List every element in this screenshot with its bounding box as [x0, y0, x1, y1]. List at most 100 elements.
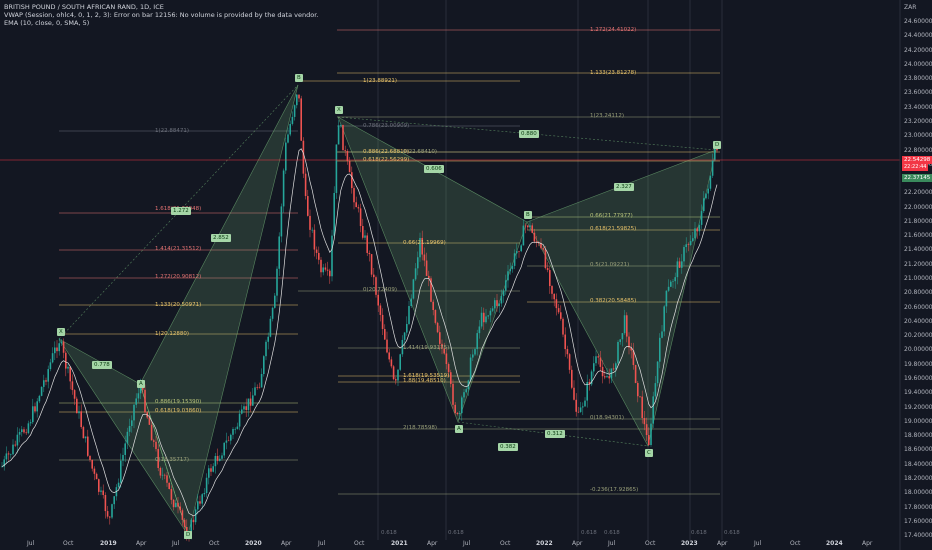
candle-body — [161, 474, 164, 476]
candle-body — [311, 229, 313, 231]
candle-body — [645, 424, 648, 435]
vwap-indicator-label[interactable]: VWAP (Session, ohlc4, 0, 1, 2, 3): Error… — [4, 11, 319, 19]
time-tick: Jul — [754, 540, 762, 547]
candle-body — [276, 268, 278, 296]
candle-body — [98, 479, 100, 492]
candle-body — [474, 349, 476, 355]
candle-body — [120, 460, 122, 483]
candle-body — [47, 369, 49, 382]
candle-body — [309, 215, 311, 230]
candle-body — [650, 423, 652, 446]
candle-body — [491, 308, 494, 311]
candle-body — [485, 316, 487, 323]
candle-body — [608, 376, 610, 379]
time-tick: 2021 — [391, 540, 408, 547]
candle-body — [439, 332, 441, 344]
candle-body — [104, 494, 107, 512]
cycle-verticals — [377, 0, 723, 540]
candle-body — [665, 290, 668, 307]
candle-body — [540, 243, 542, 249]
candle-body — [27, 423, 30, 434]
candle-body — [637, 382, 639, 397]
candle-body — [417, 257, 419, 269]
bottom-marker: 0.618 — [581, 530, 597, 536]
price-tick: 22.80000 — [904, 146, 932, 154]
time-tick: Oct — [209, 540, 220, 547]
candle-body — [302, 140, 305, 174]
candle-body — [58, 343, 60, 352]
candle-body — [683, 247, 685, 262]
candle-body — [351, 172, 353, 189]
candle-body — [621, 333, 624, 340]
candle-body — [269, 318, 272, 337]
candle-body — [436, 322, 439, 333]
candle-body — [241, 409, 243, 414]
candle-body — [711, 160, 714, 176]
candle-body — [89, 455, 91, 460]
candle-body — [428, 275, 430, 279]
candle-body — [315, 249, 318, 253]
fib-label-left: 0(18.35717) — [155, 457, 190, 463]
candle-body — [384, 329, 386, 340]
symbol-title[interactable]: BRITISH POUND / SOUTH AFRICAN RAND, 1D, … — [4, 3, 164, 11]
candle-body — [137, 393, 140, 399]
candle-body — [133, 404, 135, 421]
candle-body — [399, 354, 401, 370]
candle-body — [643, 418, 646, 425]
candle-body — [705, 193, 707, 199]
fib-label-right: 0.618(21.59825) — [590, 226, 637, 232]
candle-body — [293, 105, 296, 117]
candle-body — [566, 349, 569, 355]
candle-body — [377, 294, 379, 306]
time-tick: Apr — [572, 540, 583, 547]
time-tick: Oct — [500, 540, 511, 547]
candle-body — [652, 396, 654, 424]
candle-body — [238, 413, 241, 427]
candle-body — [544, 249, 547, 269]
ema-indicator-label[interactable]: EMA (10, close, 0, SMA, 5) — [4, 19, 90, 27]
candle-body — [597, 356, 599, 358]
candle-body — [560, 312, 562, 319]
candle-body — [304, 173, 307, 197]
candle-body — [423, 254, 426, 261]
candle-body — [271, 307, 274, 319]
candle-body — [674, 277, 676, 282]
candle-body — [159, 467, 162, 476]
candle-body — [43, 380, 45, 387]
candle-body — [342, 124, 344, 151]
time-tick: 2019 — [100, 540, 117, 547]
price-tick: 22.00000 — [904, 203, 932, 211]
candle-body — [414, 268, 417, 280]
candle-body — [109, 516, 111, 518]
candle-body — [172, 499, 175, 508]
candle-body — [157, 449, 159, 468]
candle-body — [247, 398, 250, 410]
candle-body — [100, 490, 102, 492]
price-tick: 19.40000 — [904, 389, 932, 397]
ema-polyline — [1, 148, 718, 517]
candle-body — [355, 202, 357, 208]
candle-body — [659, 337, 661, 362]
candle-body — [49, 362, 52, 370]
pattern-point-x: X — [57, 328, 65, 336]
candle-body — [175, 502, 177, 508]
candle-body — [307, 196, 309, 216]
fib-label-right: 1.133(23.81278) — [590, 70, 637, 76]
candle-body — [619, 339, 621, 342]
fib-label-right: 0(20.72409) — [363, 287, 398, 293]
candle-body — [29, 422, 32, 424]
candle-body — [502, 290, 505, 297]
candle-body — [36, 401, 38, 412]
ratio-tag: 2.852 — [211, 234, 231, 242]
candle-body — [562, 318, 564, 335]
candle-body — [177, 502, 179, 507]
candle-body — [278, 236, 280, 269]
candle-body — [672, 281, 674, 282]
candle-body — [487, 315, 489, 317]
price-tick: 17.60000 — [904, 517, 932, 525]
candle-body — [527, 225, 529, 228]
candle-body — [329, 270, 331, 277]
candle-body — [73, 390, 76, 399]
candles — [1, 94, 718, 542]
